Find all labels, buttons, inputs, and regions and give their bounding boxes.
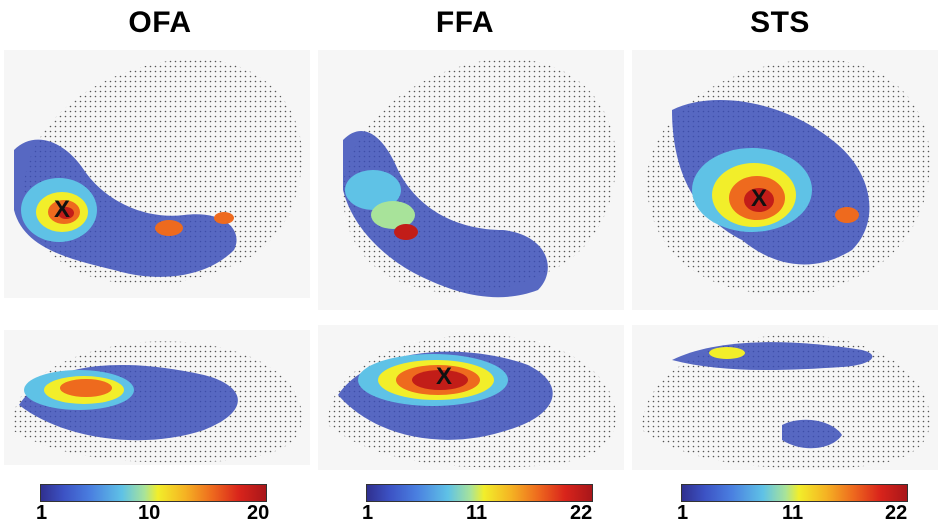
ffa-peak-marker: X (436, 363, 452, 391)
title-sts: STS (630, 6, 930, 40)
sts-lateral-brain-map (632, 50, 938, 310)
ofa-peak-marker: X (54, 196, 70, 224)
ofa-colorbar (40, 484, 267, 502)
ofa-ventral-brain-map (4, 330, 310, 465)
sts-ventral-brain-map (632, 325, 938, 470)
ofa-lateral-brain-map (4, 50, 310, 298)
ofa-scale-mid: 10 (138, 502, 160, 525)
sts-scale-max: 22 (885, 502, 907, 525)
ofa-scale-max: 20 (247, 502, 269, 525)
ffa-scale-min: 1 (362, 502, 373, 525)
sts-colorbar (681, 484, 908, 502)
sts-peak-marker: X (751, 185, 767, 213)
ffa-scale-max: 22 (570, 502, 592, 525)
ofa-scale-min: 1 (36, 502, 47, 525)
title-ofa: OFA (10, 6, 310, 40)
sts-scale-min: 1 (677, 502, 688, 525)
ffa-colorbar (366, 484, 593, 502)
title-ffa: FFA (315, 6, 615, 40)
ffa-ventral-brain-map (318, 325, 624, 470)
ffa-lateral-brain-map (318, 50, 624, 310)
sts-scale-mid: 11 (782, 502, 803, 525)
ffa-scale-mid: 11 (466, 502, 487, 525)
